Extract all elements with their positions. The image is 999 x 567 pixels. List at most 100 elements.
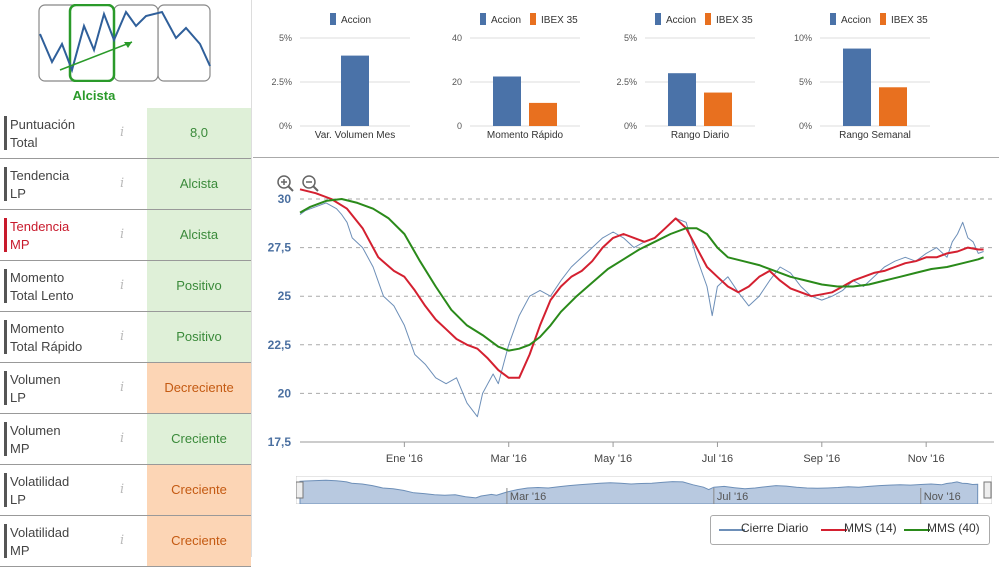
range-navigator[interactable]: Mar '16 Jul '16 Nov '16 xyxy=(296,476,992,504)
series-cierre-diario[interactable] xyxy=(299,202,984,418)
indicator-row[interactable]: Puntuación Total i 8,0 xyxy=(0,108,251,159)
trend-label: Alcista xyxy=(72,88,116,103)
bar-ibex[interactable] xyxy=(704,92,732,126)
legend-label: IBEX 35 xyxy=(541,15,578,26)
mini-chart-var-volumen: Accion 5% 2.5% 0% Var. Volumen Mes xyxy=(271,13,410,141)
bar-accion[interactable] xyxy=(493,76,521,127)
y-tick-label: 0% xyxy=(799,121,812,131)
navigator-label: Jul '16 xyxy=(717,491,748,503)
indicator-row[interactable]: Volatilidad LP i Creciente xyxy=(0,465,251,516)
trend-option-neutral[interactable] xyxy=(113,4,159,82)
indicator-row[interactable]: Volatilidad MP i Creciente xyxy=(0,516,251,567)
y-tick-label: 5% xyxy=(279,33,292,43)
info-icon[interactable]: i xyxy=(120,176,125,191)
y-tick-label: 17,5 xyxy=(268,435,292,449)
indicator-row[interactable]: Momento Total Rápido i Positivo xyxy=(0,312,251,363)
bar-accion[interactable] xyxy=(341,55,369,126)
row-marker xyxy=(4,269,7,303)
info-icon[interactable]: i xyxy=(120,380,125,395)
y-tick-label: 27,5 xyxy=(268,241,292,255)
indicator-value: Alcista xyxy=(147,210,251,260)
row-marker xyxy=(4,422,7,456)
row-marker xyxy=(4,116,7,150)
info-icon[interactable]: i xyxy=(120,329,125,344)
navigator-label: Mar '16 xyxy=(510,491,546,503)
x-tick-label: Sep '16 xyxy=(803,453,840,465)
bar-ibex[interactable] xyxy=(879,87,907,126)
row-marker xyxy=(4,524,7,558)
y-tick-label: 2.5% xyxy=(616,77,637,87)
vertical-divider xyxy=(251,0,252,557)
y-tick-label: 25 xyxy=(278,289,292,303)
legend-swatch-ibex xyxy=(530,13,536,25)
legend-swatch-accion xyxy=(480,13,486,25)
trend-option-bajista[interactable] xyxy=(157,4,211,82)
y-tick-label: 0% xyxy=(279,121,292,131)
mini-chart-momento-rapido: Accion IBEX 35 40 20 0 Momento Rápido xyxy=(452,13,580,141)
trend-selector[interactable] xyxy=(38,4,212,82)
bar-ibex[interactable] xyxy=(529,102,557,126)
legend-swatch-accion xyxy=(655,13,661,25)
series-mms-40[interactable] xyxy=(299,198,984,352)
chart-legend: Cierre Diario MMS (14) MMS (40) xyxy=(710,515,990,545)
info-icon[interactable]: i xyxy=(120,227,125,242)
indicator-value: Positivo xyxy=(147,261,251,311)
indicator-label: Momento Total Lento xyxy=(10,270,74,303)
section-divider xyxy=(253,157,999,158)
legend-label-mms14[interactable]: MMS (14) xyxy=(844,521,897,535)
indicator-row[interactable]: Volumen LP i Decreciente xyxy=(0,363,251,414)
row-marker xyxy=(4,473,7,507)
x-tick-label: Ene '16 xyxy=(386,453,423,465)
indicator-value: Creciente xyxy=(147,414,251,464)
legend-label: Accion xyxy=(341,15,371,26)
indicator-label: Volatilidad MP xyxy=(10,525,70,558)
bar-accion[interactable] xyxy=(668,73,696,126)
trend-arrow-icon xyxy=(59,41,133,71)
indicator-value: Creciente xyxy=(147,465,251,515)
info-icon[interactable]: i xyxy=(120,431,125,446)
series-mms-14[interactable] xyxy=(299,188,984,379)
row-marker xyxy=(4,320,7,354)
indicator-value: Decreciente xyxy=(147,363,251,413)
indicator-row[interactable]: Tendencia LP i Alcista xyxy=(0,159,251,210)
row-marker xyxy=(4,167,7,201)
x-tick-label: Jul '16 xyxy=(702,453,733,465)
y-tick-label: 20 xyxy=(452,77,462,87)
info-icon[interactable]: i xyxy=(120,482,125,497)
indicator-row[interactable]: Tendencia MP i Alcista xyxy=(0,210,251,261)
legend-label-mms40[interactable]: MMS (40) xyxy=(927,521,980,535)
info-icon[interactable]: i xyxy=(120,533,125,548)
info-icon[interactable]: i xyxy=(120,125,125,140)
mini-chart-title: Rango Diario xyxy=(671,130,730,141)
zoom-in-icon[interactable] xyxy=(276,174,294,192)
y-tick-label: 20 xyxy=(278,386,292,400)
trend-price-line xyxy=(39,9,211,74)
indicator-row[interactable]: Volumen MP i Creciente xyxy=(0,414,251,465)
x-tick-label: Nov '16 xyxy=(908,453,945,465)
legend-label: IBEX 35 xyxy=(891,15,928,26)
mini-chart-title: Var. Volumen Mes xyxy=(315,130,395,141)
legend-swatch-ibex xyxy=(880,13,886,25)
indicator-table: Puntuación Total i 8,0 Tendencia LP i Alcista Te… xyxy=(0,108,251,567)
info-icon[interactable]: i xyxy=(120,278,125,293)
indicator-label: Momento Total Rápido xyxy=(10,321,83,354)
zoom-out-icon[interactable] xyxy=(301,174,319,192)
price-chart[interactable]: 30 27,5 25 22,5 20 17,5 Ene '16 Mar '16 May '16 J… xyxy=(262,170,999,470)
trend-arrow-head-icon xyxy=(124,42,132,48)
y-tick-label: 5% xyxy=(799,77,812,87)
legend-swatch-mms14 xyxy=(821,529,847,531)
y-tick-label: 5% xyxy=(624,33,637,43)
y-tick-label: 2.5% xyxy=(271,77,292,87)
mini-chart-rango-diario: Accion IBEX 35 5% 2.5% 0% Rango Diario xyxy=(616,13,755,141)
mini-chart-rango-semanal: Accion IBEX 35 10% 5% 0% Rango Semanal xyxy=(794,13,930,141)
navigator-handle-left[interactable] xyxy=(296,481,304,499)
navigator-handle-right[interactable] xyxy=(983,481,992,499)
legend-label: Accion xyxy=(491,15,521,26)
indicator-value: 8,0 xyxy=(147,108,251,158)
indicator-row[interactable]: Momento Total Lento i Positivo xyxy=(0,261,251,312)
x-tick-label: Mar '16 xyxy=(491,453,527,465)
indicator-value: Alcista xyxy=(147,159,251,209)
indicator-label: Volumen LP xyxy=(10,372,61,405)
legend-label-cierre[interactable]: Cierre Diario xyxy=(741,521,809,535)
bar-accion[interactable] xyxy=(843,48,871,127)
